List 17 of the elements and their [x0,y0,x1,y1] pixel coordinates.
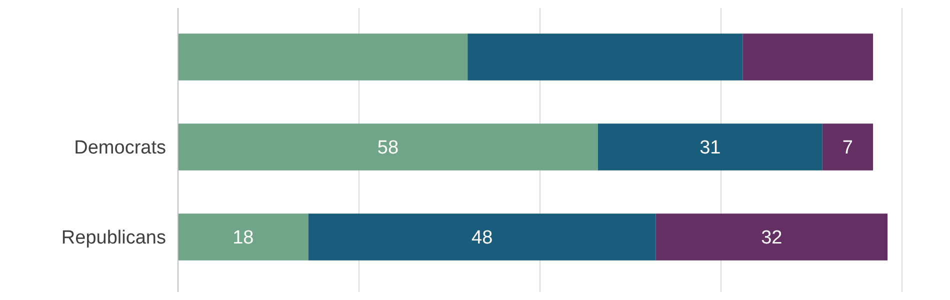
data-label: 31 [700,138,721,159]
y-tick-label: Democrats [74,138,166,159]
bar [598,124,822,170]
bar [308,214,656,260]
data-label: 18 [232,228,254,249]
bar [178,214,308,260]
bar [742,34,874,80]
data-label: 48 [472,228,493,249]
bar [656,214,888,260]
bar [178,34,468,80]
data-label: 7 [842,138,853,159]
data-label: 32 [761,228,782,249]
y-tick-label: Republicans [61,228,166,249]
bar [822,124,874,170]
bar [178,124,598,170]
data-label: 58 [377,138,399,159]
bar [468,34,743,80]
